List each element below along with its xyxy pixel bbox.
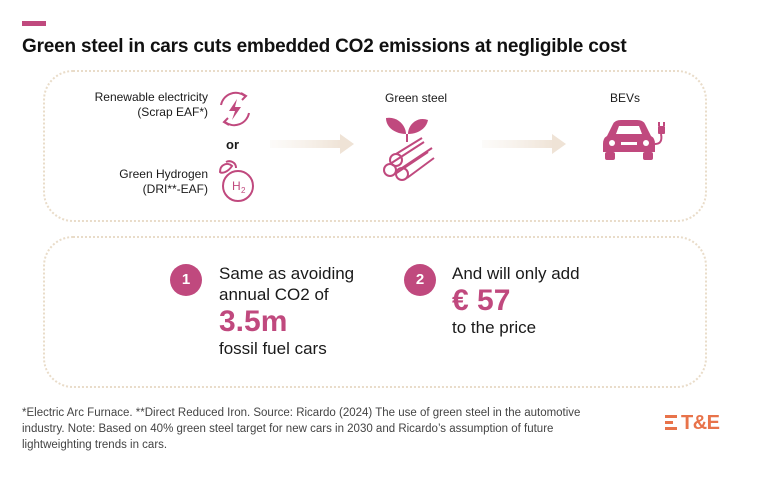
- logo-bars-icon: [665, 415, 677, 430]
- stat-1-line3: fossil fuel cars: [219, 339, 327, 358]
- te-logo: T&E: [665, 412, 720, 435]
- green-steel-label: Green steel: [385, 91, 448, 105]
- title-accent-bar: [22, 21, 46, 26]
- stat-1-number-badge: 1: [170, 264, 202, 296]
- lightning-cycle-icon: [220, 91, 250, 127]
- hydrogen-h2-icon: H 2: [218, 160, 254, 202]
- footnote: *Electric Arc Furnace. **Direct Reduced …: [22, 407, 581, 451]
- page-title: Green steel in cars cuts embedded CO2 em…: [22, 36, 627, 57]
- stat-2-value: € 57: [452, 284, 511, 317]
- flow-arrow-1: [270, 134, 354, 154]
- flow-arrow-2: [482, 134, 566, 154]
- or-label: or: [226, 137, 239, 152]
- logo-text: T&E: [681, 412, 720, 434]
- stats-panel: [43, 236, 707, 388]
- green-steel-pipes-icon: [383, 117, 435, 181]
- stat-2-number-badge: 2: [404, 264, 436, 296]
- source-hydrogen-label: Green Hydrogen (DRI**-EAF): [119, 167, 208, 196]
- svg-text:2: 2: [241, 186, 246, 195]
- stat-1-value: 3.5m: [219, 305, 288, 338]
- stat-2-line1: And will only add: [452, 264, 580, 283]
- bevs-label: BEVs: [610, 91, 641, 105]
- flow-panel: [43, 70, 707, 222]
- stat-2-line3: to the price: [452, 318, 537, 337]
- stat-1-line2: annual CO2 of: [219, 285, 329, 304]
- electric-car-icon: [603, 120, 665, 160]
- svg-text:H: H: [232, 179, 241, 193]
- source-renewable-label: Renewable electricity (Scrap EAF*): [94, 90, 208, 119]
- stat-1-line1: Same as avoiding: [219, 264, 355, 283]
